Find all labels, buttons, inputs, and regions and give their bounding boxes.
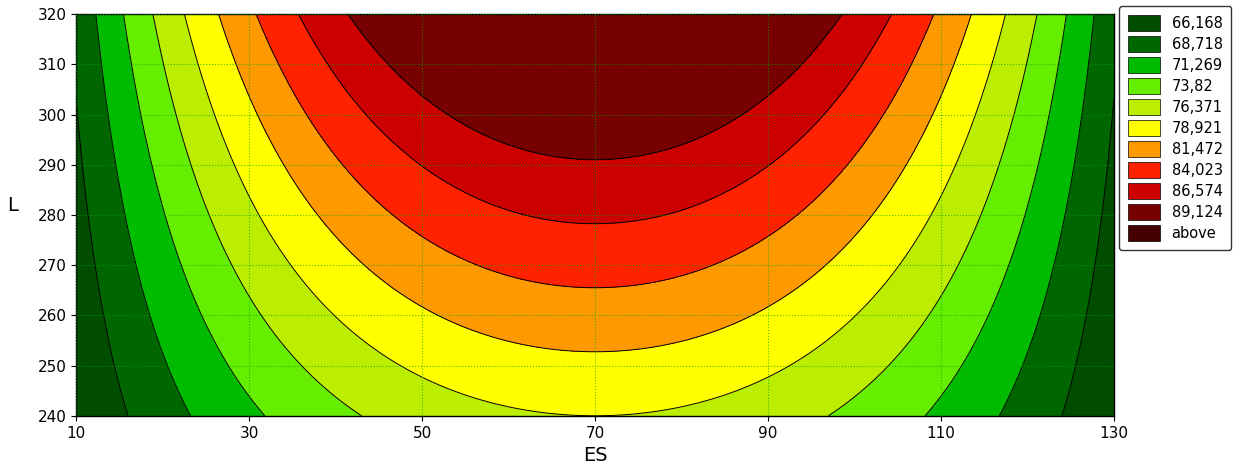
Y-axis label: L: L bbox=[7, 196, 17, 215]
Legend: 66,168, 68,718, 71,269, 73,82, 76,371, 78,921, 81,472, 84,023, 86,574, 89,124, a: 66,168, 68,718, 71,269, 73,82, 76,371, 7… bbox=[1119, 6, 1232, 250]
X-axis label: ES: ES bbox=[583, 446, 608, 465]
